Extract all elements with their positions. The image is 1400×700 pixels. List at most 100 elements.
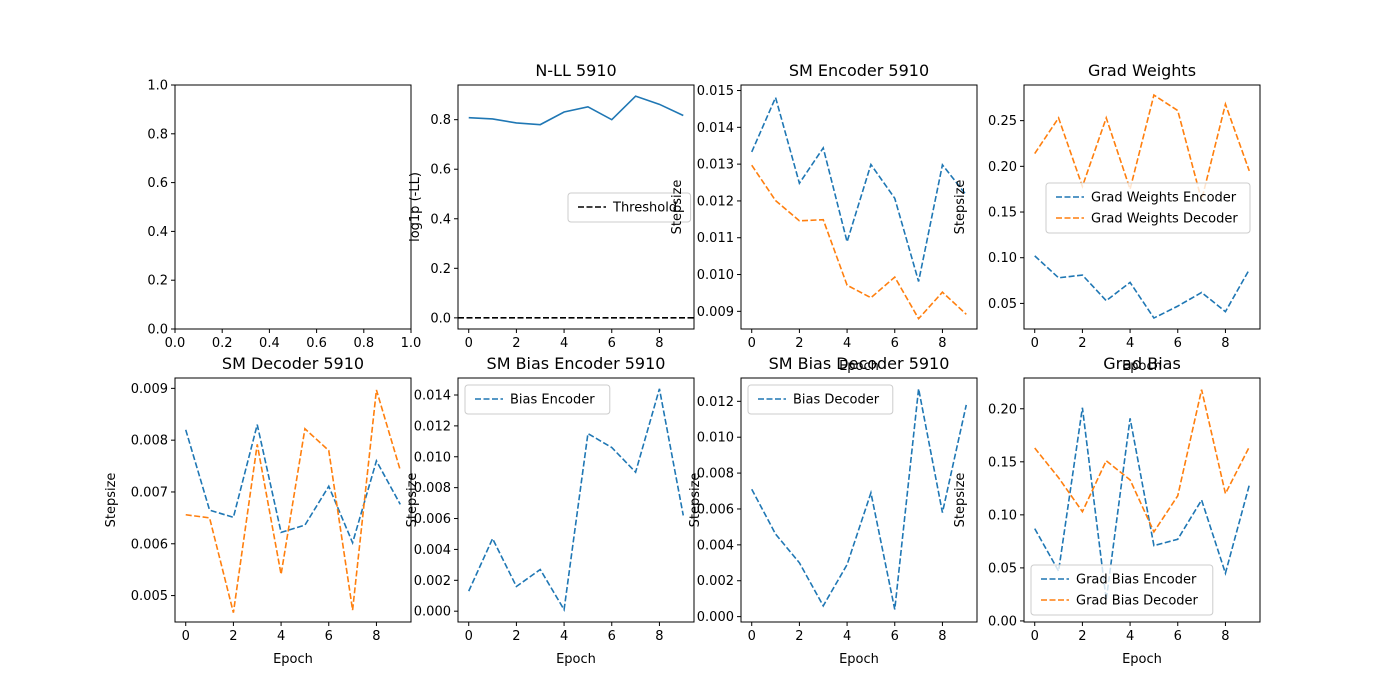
legend-entry: Grad Bias Encoder bbox=[1076, 573, 1197, 588]
y-tick-label: 0.014 bbox=[697, 121, 734, 136]
y-tick-label: 0.013 bbox=[697, 158, 734, 173]
subplot-6: 0 2 4 6 8 0.000 0.002 0.004 0.006 0.008 0.010 0.012… bbox=[405, 354, 695, 667]
y-tick-label: 0.0 bbox=[430, 311, 451, 326]
y-tick-label: 0.00 bbox=[988, 614, 1017, 629]
legend: Grad Bias Encoder Grad Bias Decoder bbox=[1030, 564, 1214, 616]
x-tick-label: 4 bbox=[560, 336, 568, 351]
axes-frame bbox=[174, 377, 412, 623]
axes-frame bbox=[174, 84, 412, 330]
y-tick-label: 0.2 bbox=[430, 262, 451, 277]
x-tick-label: 6 bbox=[608, 336, 616, 351]
axes-frame bbox=[1023, 377, 1261, 623]
x-tick-label: 6 bbox=[1174, 629, 1182, 644]
x-tick-label: 0.8 bbox=[353, 336, 374, 351]
series-line-1 bbox=[750, 95, 967, 282]
y-axis-label: Stepsize bbox=[670, 180, 685, 235]
y-tick-label: 0.000 bbox=[414, 605, 451, 620]
y-tick-label: 0.05 bbox=[988, 297, 1017, 312]
legend-entry: Grad Weights Encoder bbox=[1091, 191, 1237, 206]
x-axis-label: Epoch bbox=[1122, 652, 1162, 667]
legend-entry: Grad Bias Decoder bbox=[1076, 594, 1199, 609]
x-tick-label: 6 bbox=[891, 629, 899, 644]
series-line-2 bbox=[185, 389, 402, 613]
x-tick-label: 0.0 bbox=[165, 336, 186, 351]
x-tick-label: 0 bbox=[748, 336, 756, 351]
series-line-1 bbox=[468, 95, 684, 126]
x-tick-label: 8 bbox=[655, 629, 663, 644]
y-tick-label: 0.007 bbox=[131, 485, 168, 500]
y-tick-label: 0.10 bbox=[988, 251, 1017, 266]
y-tick-label: 0.4 bbox=[147, 225, 168, 240]
y-tick-label: 1.0 bbox=[147, 79, 168, 94]
x-axis-label: Epoch bbox=[1122, 359, 1162, 374]
y-axis-label: Stepsize bbox=[953, 180, 968, 235]
y-tick-label: 0.014 bbox=[414, 388, 451, 403]
y-tick-label: 0.002 bbox=[414, 574, 451, 589]
y-tick-label: 0.006 bbox=[131, 537, 168, 552]
y-tick-label: 0.015 bbox=[697, 84, 734, 99]
y-tick-label: 0.008 bbox=[697, 467, 734, 482]
legend: Bias Encoder bbox=[464, 384, 611, 415]
x-tick-label: 4 bbox=[843, 336, 851, 351]
legend-entry: Threshold bbox=[612, 201, 677, 216]
series-line-2 bbox=[1034, 389, 1250, 534]
x-tick-label: 0 bbox=[182, 629, 190, 644]
x-tick-label: 0.4 bbox=[259, 336, 280, 351]
y-tick-label: 0.006 bbox=[414, 512, 451, 527]
y-axis-label: Stepsize bbox=[405, 473, 420, 528]
axes-frame bbox=[1023, 84, 1261, 330]
x-tick-label: 6 bbox=[608, 629, 616, 644]
series-line-2 bbox=[751, 164, 967, 321]
y-tick-label: 0.002 bbox=[697, 574, 734, 589]
y-tick-label: 0.004 bbox=[697, 538, 734, 553]
x-tick-label: 0 bbox=[1031, 336, 1039, 351]
x-tick-label: 2 bbox=[229, 629, 237, 644]
axes-frame bbox=[457, 377, 695, 623]
y-tick-label: 0.10 bbox=[988, 508, 1017, 523]
x-tick-label: 6 bbox=[891, 336, 899, 351]
y-tick-label: 0.010 bbox=[697, 268, 734, 283]
chart-title: SM Decoder 5910 bbox=[222, 354, 364, 373]
y-tick-label: 0.8 bbox=[430, 113, 451, 128]
y-tick-label: 0.15 bbox=[988, 455, 1017, 470]
y-tick-label: 0.004 bbox=[414, 543, 451, 558]
x-tick-label: 0.6 bbox=[306, 336, 327, 351]
y-tick-label: 0.005 bbox=[131, 589, 168, 604]
x-tick-label: 4 bbox=[560, 629, 568, 644]
y-tick-label: 0.011 bbox=[697, 231, 734, 246]
subplot-2: 0 2 4 6 8 0.0 0.2 0.4 0.6 0.8 N-LL 5910 log1p (-LL)… bbox=[408, 61, 695, 351]
y-tick-label: 0.2 bbox=[147, 274, 168, 289]
series-line-1 bbox=[751, 388, 968, 610]
x-tick-label: 4 bbox=[1126, 336, 1134, 351]
x-tick-label: 2 bbox=[512, 629, 520, 644]
y-axis-label: Stepsize bbox=[688, 473, 703, 528]
x-tick-label: 8 bbox=[1221, 336, 1229, 351]
y-axis-label: log1p (-LL) bbox=[408, 172, 423, 242]
x-tick-label: 0.2 bbox=[212, 336, 233, 351]
x-tick-label: 8 bbox=[938, 336, 946, 351]
x-axis-label: Epoch bbox=[839, 359, 879, 374]
x-tick-label: 4 bbox=[277, 629, 285, 644]
subplot-5: 0 2 4 6 8 0.005 0.006 0.007 0.008 0.009 SM Decoder… bbox=[104, 354, 412, 667]
x-tick-label: 0 bbox=[465, 629, 473, 644]
y-tick-label: 0.008 bbox=[131, 434, 168, 449]
axes-frame bbox=[740, 84, 978, 330]
series-line-1 bbox=[1034, 255, 1250, 320]
chart-title: N-LL 5910 bbox=[535, 61, 616, 80]
legend: Threshold bbox=[567, 192, 692, 223]
x-axis-label: Epoch bbox=[839, 652, 879, 667]
y-tick-label: 0.20 bbox=[988, 402, 1017, 417]
y-tick-label: 0.000 bbox=[697, 610, 734, 625]
y-tick-label: 0.010 bbox=[414, 450, 451, 465]
y-tick-label: 0.008 bbox=[414, 481, 451, 496]
series-line-1 bbox=[184, 424, 401, 546]
series-line-2 bbox=[1034, 93, 1251, 201]
y-tick-label: 0.20 bbox=[988, 160, 1017, 175]
axes-frame bbox=[740, 377, 978, 623]
x-tick-label: 2 bbox=[795, 629, 803, 644]
axes-frame bbox=[457, 84, 695, 330]
y-tick-label: 0.012 bbox=[414, 419, 451, 434]
x-tick-label: 2 bbox=[795, 336, 803, 351]
